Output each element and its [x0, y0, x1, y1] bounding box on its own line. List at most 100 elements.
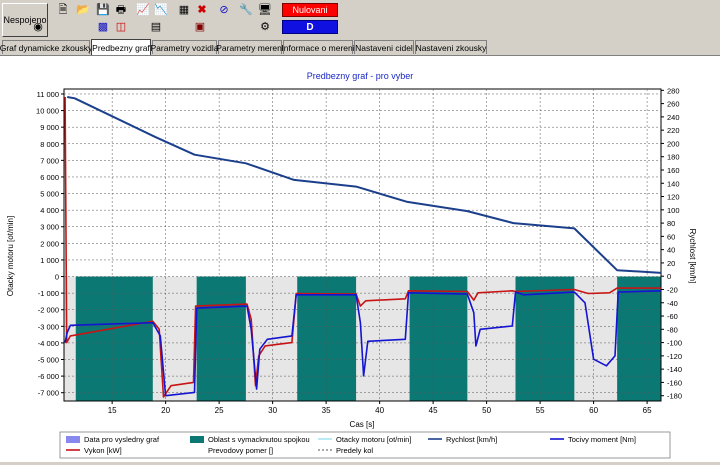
y-right-tick-label: -180 [667, 392, 682, 401]
chart-panel: Predbezny graf - pro vyber 15 20 25 30 35 40 4… [0, 55, 720, 462]
y-right-tick-label: -60 [667, 312, 678, 321]
y-right-tick-label: -80 [667, 325, 678, 334]
x-tick-label: 20 [161, 406, 170, 415]
y-right-tick-label: 20 [667, 259, 675, 268]
bars-icon[interactable]: ▩ [97, 21, 109, 33]
nulovani-button[interactable]: Nulovani [282, 3, 338, 17]
tab-informace-o-mereni[interactable]: Informace o mereni [281, 40, 355, 54]
y-right-tick-label: 180 [667, 153, 680, 162]
y-left-tick-label: -7 000 [38, 389, 59, 398]
legend-entry-label: Tocivy moment [Nm] [568, 435, 636, 444]
x-tick-label: 50 [482, 406, 491, 415]
tab-graf-dynamicke-zkousky[interactable]: Graf dynamicke zkousky [0, 40, 92, 54]
clutch-region-bar [75, 276, 153, 401]
print-icon[interactable]: 🖶 [115, 4, 127, 16]
legend: Data pro vysledny graf Oblast s vymacknut… [59, 431, 671, 459]
y-left-tick-label: -2 000 [38, 306, 59, 315]
table-icon[interactable]: ▦ [178, 4, 190, 16]
tools-icon[interactable]: 🔧 [239, 4, 253, 16]
y-right-tick-label: 260 [667, 100, 680, 109]
legend-swatch [190, 436, 204, 443]
connection-button[interactable]: Nespojeno [2, 3, 48, 37]
y-axis-left-label: Otacky motoru [ot/min] [6, 216, 15, 296]
x-tick-label: 65 [643, 406, 652, 415]
y-right-tick-label: -140 [667, 365, 682, 374]
chart-line-icon[interactable]: 📉 [154, 4, 168, 16]
tab-parametry-mereni[interactable]: Parametry mereni [216, 40, 284, 54]
y-right-tick-label: 0 [667, 272, 671, 281]
clutch-region-bar [617, 276, 661, 401]
cross-icon[interactable]: ✖ [197, 4, 207, 16]
x-tick-label: 15 [108, 406, 117, 415]
legend-entry-label: Oblast s vymacknutou spojkou [208, 435, 310, 444]
y-right-tick-label: 220 [667, 126, 680, 135]
chart-export-icon[interactable]: ▤ [150, 21, 162, 33]
tab-nastaveni-cidel[interactable]: Nastaveni cidel [354, 40, 414, 54]
y-axis-right-label: Rychlost [km/h] [688, 229, 697, 284]
y-left-tick-label: 9 000 [40, 123, 59, 132]
no-entry-icon[interactable]: ⊘ [219, 4, 229, 16]
y-left-tick-label: 2 000 [40, 239, 59, 248]
y-left-tick-label: 4 000 [40, 206, 59, 215]
y-left-tick-label: -4 000 [38, 339, 59, 348]
preliminary-chart[interactable]: Predbezny graf - pro vyber 15 20 25 30 35 40 4… [0, 56, 720, 462]
x-tick-label: 30 [268, 406, 277, 415]
y-left-tick-label: 11 000 [37, 90, 59, 99]
y-right-tick-label: 100 [667, 206, 680, 215]
x-tick-label: 35 [322, 406, 331, 415]
y-left-tick-label: 0 [55, 273, 59, 282]
y-right-tick-label: -120 [667, 352, 682, 361]
y-right-tick-label: -100 [667, 339, 682, 348]
clutch-region-bar [196, 276, 246, 401]
x-axis-label: Cas [s] [350, 420, 375, 429]
tab-parametry-vozidla[interactable]: Parametry vozidla [150, 40, 219, 54]
y-right-tick-label: 200 [667, 139, 680, 148]
dial-icon[interactable]: ◉ [33, 21, 43, 33]
y-right-tick-label: 80 [667, 219, 675, 228]
d-button[interactable]: D [282, 20, 338, 34]
legend-entry-label: Otacky motoru [ot/min] [336, 435, 411, 444]
plot-frame [63, 88, 662, 402]
open-icon[interactable]: 📂 [76, 4, 90, 16]
speed-series-line [67, 96, 662, 274]
window-icon[interactable]: ◫ [115, 21, 127, 33]
y-right-tick-label: 40 [667, 246, 675, 255]
dashboard-icon[interactable]: ▣ [194, 21, 206, 33]
tab-strip: Graf dynamicke zkousky Predbezny graf Pa… [0, 39, 720, 55]
chart-title: Predbezny graf - pro vyber [307, 71, 414, 81]
x-tick-label: 40 [375, 406, 384, 415]
clutch-region-bar [297, 276, 357, 401]
monitor-icon[interactable]: 🖥 [258, 4, 272, 16]
legend-swatch [66, 436, 80, 443]
legend-box [59, 431, 671, 459]
legend-entry-label: Predely kol [336, 446, 373, 455]
x-tick-label: 25 [215, 406, 224, 415]
tab-predbezny-graf[interactable]: Predbezny graf [91, 39, 151, 55]
y-left-tick-label: 6 000 [40, 173, 59, 182]
y-left-tick-label: -3 000 [38, 322, 59, 331]
chart-icon[interactable]: 📈 [136, 4, 150, 16]
tab-nastaveni-zkousky[interactable]: Nastaveni zkousky [415, 40, 487, 54]
clutch-region-bar [515, 276, 575, 401]
y-left-tick-label: -6 000 [38, 372, 59, 381]
y-right-tick-label: 280 [667, 86, 680, 95]
x-tick-label: 55 [536, 406, 545, 415]
y-right-tick-label: 120 [667, 193, 680, 202]
y-left-tick-label: 7 000 [40, 156, 59, 165]
legend-entry-label: Vykon [kW] [84, 446, 122, 455]
y-left-tick-label: 3 000 [40, 223, 59, 232]
y-right-tick-label: -160 [667, 378, 682, 387]
y-right-tick-label: -20 [667, 285, 678, 294]
y-left-tick-label: -1 000 [38, 289, 59, 298]
x-tick-label: 60 [589, 406, 598, 415]
x-tick-label: 45 [429, 406, 438, 415]
save-icon[interactable]: 💾 [96, 4, 110, 16]
y-left-tick-label: 5 000 [40, 190, 59, 199]
new-icon[interactable]: 🗎 [58, 4, 68, 16]
clutch-region-bar [409, 276, 468, 401]
y-left-tick-label: 8 000 [40, 140, 59, 149]
legend-entry-label: Prevodovy pomer [] [208, 446, 273, 455]
y-left-tick-label: 1 000 [40, 256, 59, 265]
y-right-tick-label: 240 [667, 113, 680, 122]
gauge-icon[interactable]: ⚙ [260, 21, 270, 33]
